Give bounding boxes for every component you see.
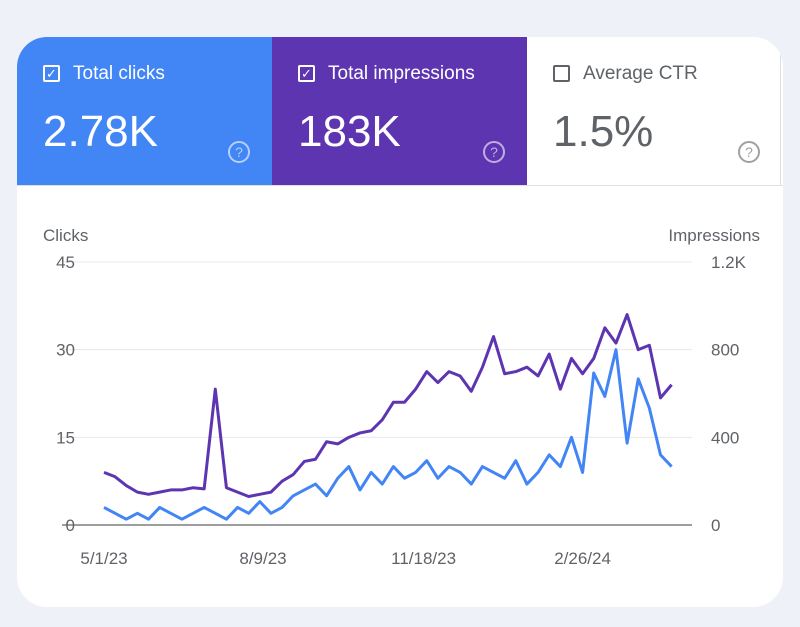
x-tick: 11/18/23 xyxy=(391,549,456,568)
y-tick-left: 0 xyxy=(66,516,75,535)
help-icon[interactable]: ? xyxy=(738,141,760,163)
x-tick: 5/1/23 xyxy=(80,549,127,568)
y-tick-right: 800 xyxy=(711,341,739,360)
y-tick-right: 1.2K xyxy=(711,253,747,272)
y-axis-right-title: Impressions xyxy=(668,226,760,245)
y-tick-left: 15 xyxy=(56,428,75,447)
x-tick: 8/9/23 xyxy=(239,549,286,568)
checkbox-checked-icon[interactable]: ✓ xyxy=(298,65,315,82)
y-tick-right: 0 xyxy=(711,516,720,535)
metric-tiles: ✓ Total clicks 2.78K ? ✓ Total impressio… xyxy=(17,37,783,186)
y-tick-right: 400 xyxy=(711,428,739,447)
tile-label: Total impressions xyxy=(328,63,475,84)
y-tick-left: 45 xyxy=(56,253,75,272)
tile-total-impressions[interactable]: ✓ Total impressions 183K ? xyxy=(272,37,527,185)
tile-label: Total clicks xyxy=(73,63,165,84)
series-line-impressions xyxy=(103,313,673,499)
y-axis-left-title: Clicks xyxy=(43,226,88,245)
tile-value: 183K xyxy=(298,107,401,156)
help-icon[interactable]: ? xyxy=(483,141,505,163)
performance-card: ✓ Total clicks 2.78K ? ✓ Total impressio… xyxy=(17,37,783,607)
tile-total-clicks[interactable]: ✓ Total clicks 2.78K ? xyxy=(17,37,272,185)
series-line-clicks xyxy=(103,348,673,521)
checkbox-unchecked-icon[interactable] xyxy=(553,65,570,82)
help-icon[interactable]: ? xyxy=(228,141,250,163)
tile-average-ctr[interactable]: Average CTR 1.5% ? xyxy=(527,37,781,185)
tile-label: Average CTR xyxy=(583,63,698,84)
y-tick-left: 30 xyxy=(56,341,75,360)
checkbox-checked-icon[interactable]: ✓ xyxy=(43,65,60,82)
tile-value: 1.5% xyxy=(553,107,654,156)
tile-value: 2.78K xyxy=(43,107,158,156)
x-tick: 2/26/24 xyxy=(554,549,611,568)
